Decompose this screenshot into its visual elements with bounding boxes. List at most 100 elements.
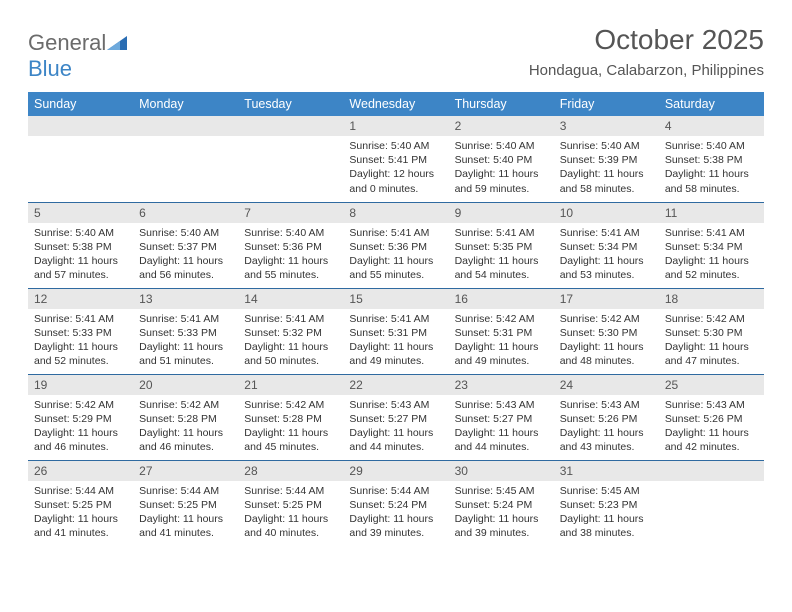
sunrise-line: Sunrise: 5:40 AM [665,139,758,153]
day-number: 9 [449,203,554,223]
daylight-line: Daylight: 11 hours and 52 minutes. [665,254,758,282]
day-cell [133,116,238,202]
daylight-line: Daylight: 11 hours and 38 minutes. [560,512,653,540]
day-details: Sunrise: 5:40 AMSunset: 5:36 PMDaylight:… [238,223,343,287]
sunrise-line: Sunrise: 5:45 AM [455,484,548,498]
daylight-line: Daylight: 11 hours and 45 minutes. [244,426,337,454]
sunset-line: Sunset: 5:25 PM [34,498,127,512]
sunrise-line: Sunrise: 5:44 AM [349,484,442,498]
sunset-line: Sunset: 5:31 PM [349,326,442,340]
sunrise-line: Sunrise: 5:42 AM [34,398,127,412]
day-number: 8 [343,203,448,223]
day-details: Sunrise: 5:40 AMSunset: 5:38 PMDaylight:… [28,223,133,287]
brand-triangle-icon [107,30,127,56]
sunset-line: Sunset: 5:27 PM [455,412,548,426]
day-cell: 17Sunrise: 5:42 AMSunset: 5:30 PMDayligh… [554,288,659,374]
brand-text: General Blue [28,30,127,82]
daylight-line: Daylight: 11 hours and 39 minutes. [349,512,442,540]
day-cell: 23Sunrise: 5:43 AMSunset: 5:27 PMDayligh… [449,374,554,460]
sunrise-line: Sunrise: 5:42 AM [139,398,232,412]
day-details: Sunrise: 5:41 AMSunset: 5:34 PMDaylight:… [554,223,659,287]
week-row: 26Sunrise: 5:44 AMSunset: 5:25 PMDayligh… [28,460,764,546]
sunset-line: Sunset: 5:31 PM [455,326,548,340]
empty-day-number [238,116,343,136]
day-cell: 14Sunrise: 5:41 AMSunset: 5:32 PMDayligh… [238,288,343,374]
day-details: Sunrise: 5:41 AMSunset: 5:34 PMDaylight:… [659,223,764,287]
empty-day-number [133,116,238,136]
day-number: 24 [554,375,659,395]
sunset-line: Sunset: 5:34 PM [560,240,653,254]
sunrise-line: Sunrise: 5:41 AM [349,312,442,326]
day-cell: 7Sunrise: 5:40 AMSunset: 5:36 PMDaylight… [238,202,343,288]
day-cell [659,460,764,546]
day-cell: 31Sunrise: 5:45 AMSunset: 5:23 PMDayligh… [554,460,659,546]
day-cell: 11Sunrise: 5:41 AMSunset: 5:34 PMDayligh… [659,202,764,288]
sunset-line: Sunset: 5:32 PM [244,326,337,340]
day-details: Sunrise: 5:42 AMSunset: 5:28 PMDaylight:… [238,395,343,459]
day-cell: 20Sunrise: 5:42 AMSunset: 5:28 PMDayligh… [133,374,238,460]
day-header-row: SundayMondayTuesdayWednesdayThursdayFrid… [28,92,764,116]
day-header: Monday [133,92,238,116]
week-row: 5Sunrise: 5:40 AMSunset: 5:38 PMDaylight… [28,202,764,288]
day-number: 30 [449,461,554,481]
daylight-line: Daylight: 11 hours and 58 minutes. [560,167,653,195]
empty-day-number [659,461,764,481]
sunrise-line: Sunrise: 5:42 AM [665,312,758,326]
daylight-line: Daylight: 11 hours and 49 minutes. [349,340,442,368]
day-details: Sunrise: 5:43 AMSunset: 5:27 PMDaylight:… [449,395,554,459]
daylight-line: Daylight: 11 hours and 59 minutes. [455,167,548,195]
day-header: Sunday [28,92,133,116]
day-cell: 25Sunrise: 5:43 AMSunset: 5:26 PMDayligh… [659,374,764,460]
sunrise-line: Sunrise: 5:42 AM [455,312,548,326]
day-header: Tuesday [238,92,343,116]
day-number: 26 [28,461,133,481]
day-number: 27 [133,461,238,481]
day-cell: 10Sunrise: 5:41 AMSunset: 5:34 PMDayligh… [554,202,659,288]
day-cell: 2Sunrise: 5:40 AMSunset: 5:40 PMDaylight… [449,116,554,202]
sunrise-line: Sunrise: 5:44 AM [244,484,337,498]
day-number: 21 [238,375,343,395]
sunrise-line: Sunrise: 5:40 AM [349,139,442,153]
day-details: Sunrise: 5:40 AMSunset: 5:38 PMDaylight:… [659,136,764,200]
day-header: Saturday [659,92,764,116]
daylight-line: Daylight: 11 hours and 48 minutes. [560,340,653,368]
sunset-line: Sunset: 5:24 PM [349,498,442,512]
day-details: Sunrise: 5:40 AMSunset: 5:41 PMDaylight:… [343,136,448,200]
day-details: Sunrise: 5:42 AMSunset: 5:30 PMDaylight:… [659,309,764,373]
day-number: 19 [28,375,133,395]
daylight-line: Daylight: 11 hours and 52 minutes. [34,340,127,368]
day-cell: 21Sunrise: 5:42 AMSunset: 5:28 PMDayligh… [238,374,343,460]
day-details: Sunrise: 5:44 AMSunset: 5:24 PMDaylight:… [343,481,448,545]
day-number: 1 [343,116,448,136]
daylight-line: Daylight: 11 hours and 50 minutes. [244,340,337,368]
day-number: 23 [449,375,554,395]
day-details: Sunrise: 5:40 AMSunset: 5:39 PMDaylight:… [554,136,659,200]
sunrise-line: Sunrise: 5:40 AM [139,226,232,240]
sunset-line: Sunset: 5:38 PM [34,240,127,254]
day-cell: 8Sunrise: 5:41 AMSunset: 5:36 PMDaylight… [343,202,448,288]
week-row: 19Sunrise: 5:42 AMSunset: 5:29 PMDayligh… [28,374,764,460]
day-number: 22 [343,375,448,395]
sunset-line: Sunset: 5:28 PM [244,412,337,426]
day-number: 28 [238,461,343,481]
daylight-line: Daylight: 11 hours and 46 minutes. [34,426,127,454]
day-details: Sunrise: 5:41 AMSunset: 5:33 PMDaylight:… [133,309,238,373]
day-details: Sunrise: 5:41 AMSunset: 5:32 PMDaylight:… [238,309,343,373]
sunset-line: Sunset: 5:30 PM [560,326,653,340]
sunrise-line: Sunrise: 5:44 AM [139,484,232,498]
daylight-line: Daylight: 11 hours and 41 minutes. [34,512,127,540]
day-cell: 1Sunrise: 5:40 AMSunset: 5:41 PMDaylight… [343,116,448,202]
day-number: 2 [449,116,554,136]
location-text: Hondagua, Calabarzon, Philippines [529,62,764,79]
daylight-line: Daylight: 11 hours and 49 minutes. [455,340,548,368]
sunrise-line: Sunrise: 5:41 AM [560,226,653,240]
day-header: Thursday [449,92,554,116]
day-number: 10 [554,203,659,223]
brand-part2: Blue [28,56,72,81]
day-cell: 6Sunrise: 5:40 AMSunset: 5:37 PMDaylight… [133,202,238,288]
month-title: October 2025 [529,24,764,56]
daylight-line: Daylight: 11 hours and 55 minutes. [349,254,442,282]
day-number: 6 [133,203,238,223]
day-number: 20 [133,375,238,395]
day-number: 4 [659,116,764,136]
